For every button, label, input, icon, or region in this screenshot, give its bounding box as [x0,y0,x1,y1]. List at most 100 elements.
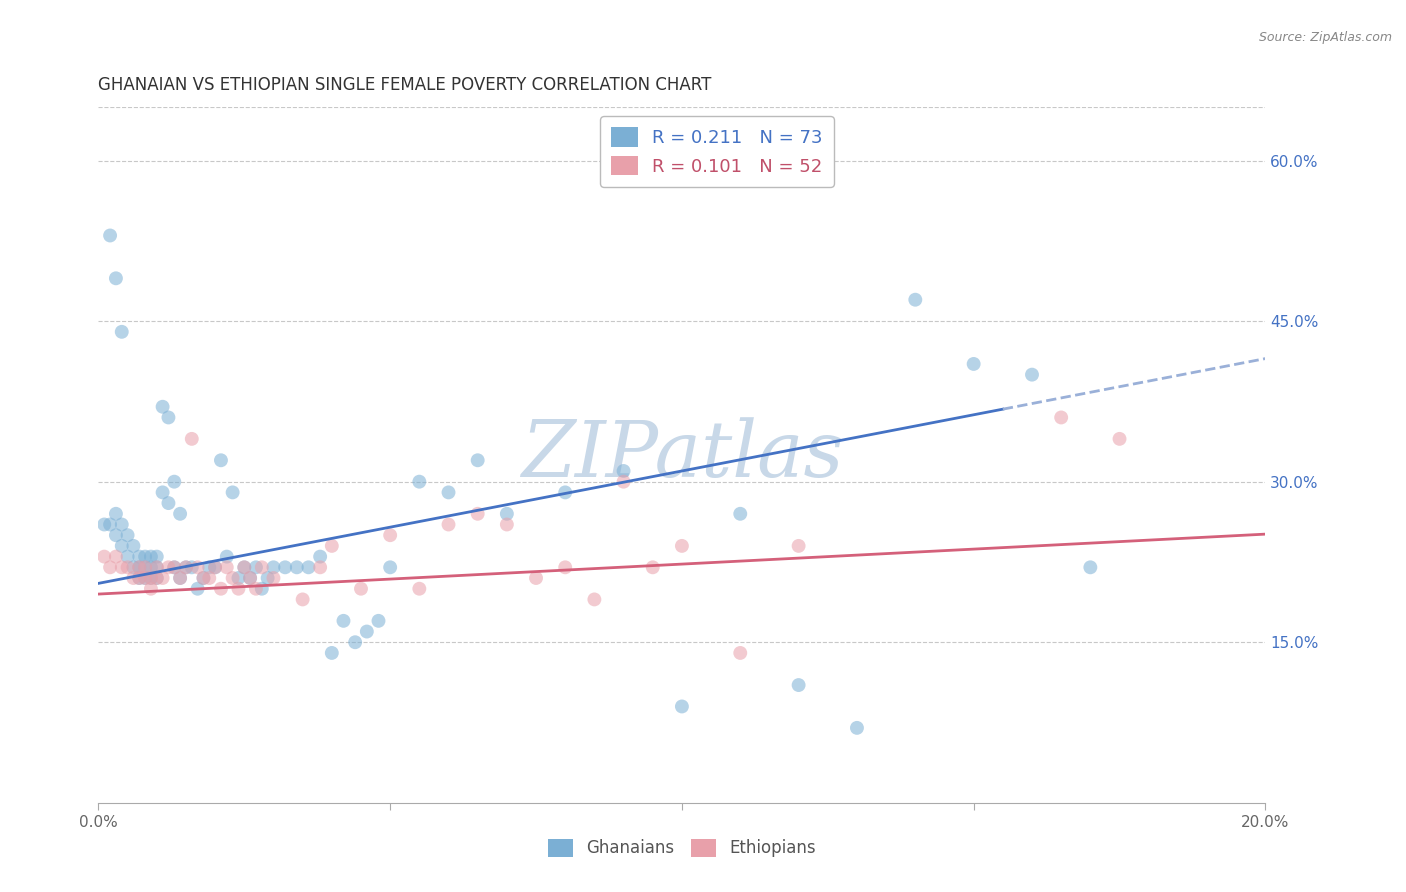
Point [122,560,145,574]
Point [134,571,156,585]
Point [98,517,121,532]
Point [245,560,267,574]
Point [187,560,209,574]
Point [134,560,156,574]
Point [612,464,634,478]
Point [233,560,256,574]
Point [128,571,150,585]
Point [467,507,489,521]
Point [93,549,115,564]
Point [128,560,150,574]
Point [787,539,810,553]
Point [174,560,197,574]
Point [128,549,150,564]
Point [152,571,174,585]
Point [93,517,115,532]
Point [193,571,215,585]
Point [221,485,243,500]
Point [134,571,156,585]
Point [163,560,186,574]
Point [117,528,139,542]
Point [209,582,232,596]
Point [297,560,319,574]
Point [583,592,606,607]
Point [408,475,430,489]
Point [128,571,150,585]
Point [239,571,262,585]
Point [285,560,308,574]
Point [163,475,186,489]
Point [157,410,180,425]
Point [117,560,139,574]
Point [152,485,174,500]
Point [180,560,202,574]
Point [671,539,693,553]
Point [228,571,250,585]
Point [356,624,378,639]
Point [380,560,402,574]
Point [169,571,191,585]
Point [146,571,169,585]
Point [139,571,162,585]
Point [146,549,169,564]
Point [111,325,134,339]
Point [187,582,209,596]
Point [111,539,134,553]
Point [239,571,262,585]
Point [98,560,121,574]
Point [117,549,139,564]
Point [157,560,180,574]
Point [524,571,547,585]
Point [209,453,232,467]
Point [122,571,145,585]
Point [104,528,127,542]
Point [1050,410,1073,425]
Point [612,475,634,489]
Point [152,400,174,414]
Point [496,507,519,521]
Point [321,646,343,660]
Point [730,507,752,521]
Point [215,549,238,564]
Point [198,571,221,585]
Point [146,560,169,574]
Point [321,539,343,553]
Point [408,582,430,596]
Legend: Ghanaians, Ethiopians: Ghanaians, Ethiopians [541,832,823,864]
Point [554,560,576,574]
Point [730,646,752,660]
Point [174,560,197,574]
Point [139,571,162,585]
Point [250,582,273,596]
Point [380,528,402,542]
Point [104,271,127,285]
Point [215,560,238,574]
Point [169,507,191,521]
Point [554,485,576,500]
Point [1021,368,1043,382]
Point [1108,432,1130,446]
Point [104,507,127,521]
Point [309,560,332,574]
Point [467,453,489,467]
Point [437,485,460,500]
Point [128,560,150,574]
Point [787,678,810,692]
Point [262,560,284,574]
Point [671,699,693,714]
Point [139,560,162,574]
Point [233,560,256,574]
Point [309,549,332,564]
Point [350,582,373,596]
Point [139,582,162,596]
Point [146,571,169,585]
Point [641,560,664,574]
Point [169,571,191,585]
Point [204,560,226,574]
Point [344,635,367,649]
Point [367,614,389,628]
Point [98,228,121,243]
Point [250,560,273,574]
Point [262,571,284,585]
Point [163,560,186,574]
